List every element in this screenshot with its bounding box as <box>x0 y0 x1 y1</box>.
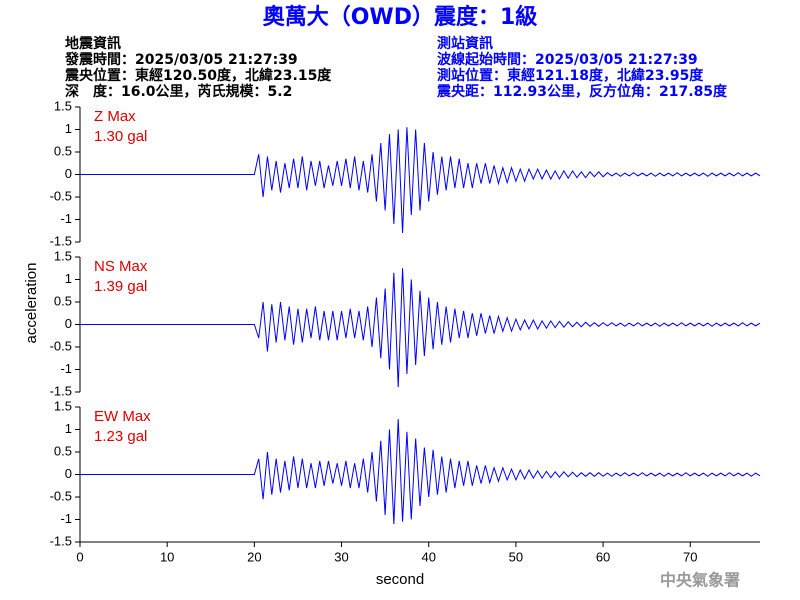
station-info: 測站資訊 波線起始時間：2025/03/05 21:27:39 測站位置：東經1… <box>436 35 728 100</box>
x-tick-label: 30 <box>334 549 348 564</box>
y-tick-label: -0.5 <box>50 488 72 503</box>
y-tick-label: 0.5 <box>54 443 72 458</box>
x-tick-label: 0 <box>76 549 83 564</box>
waveform <box>80 268 761 388</box>
info-line: 發震時間：2025/03/05 21:27:39 <box>64 51 298 68</box>
y-tick-label: -0.5 <box>50 338 72 353</box>
info-line: 波線起始時間：2025/03/05 21:27:39 <box>437 51 698 68</box>
info-line: 測站位置：東經121.18度，北緯23.95度 <box>437 67 704 84</box>
y-tick-label: 1.5 <box>54 398 72 413</box>
y-tick-label: 1 <box>65 271 72 286</box>
info-line: 測站資訊 <box>437 35 493 52</box>
x-axis-label: second <box>376 571 424 588</box>
footer-logo: 中央氣象署 <box>660 571 740 590</box>
y-tick-label: 0.5 <box>54 293 72 308</box>
y-tick-label: 0 <box>65 316 72 331</box>
x-tick-label: 20 <box>247 549 261 564</box>
y-axis-label: acceleration <box>23 263 40 344</box>
peak-label: 1.23 gal <box>94 428 147 445</box>
chart-title: 奧萬大（OWD）震度：1級 <box>263 4 538 30</box>
info-line: 地震資訊 <box>65 35 121 52</box>
y-tick-label: 1.5 <box>54 98 72 113</box>
info-line: 震央距：112.93公里，反方位角：217.85度 <box>436 83 728 100</box>
y-tick-label: 1.5 <box>54 248 72 263</box>
info-line: 深 度：16.0公里，芮氏規模：5.2 <box>65 83 292 100</box>
y-tick-label: -1 <box>60 511 72 526</box>
waveform <box>80 127 761 234</box>
y-tick-label: 0.5 <box>54 143 72 158</box>
x-tick-label: 10 <box>160 549 174 564</box>
y-tick-label: -0.5 <box>50 188 72 203</box>
x-tick-label: 70 <box>683 549 697 564</box>
component-label: Z Max <box>94 108 136 125</box>
peak-label: 1.39 gal <box>94 278 147 295</box>
y-tick-label: -1.5 <box>50 383 72 398</box>
y-tick-label: -1.5 <box>50 233 72 248</box>
component-label: EW Max <box>94 408 151 425</box>
waveform <box>80 419 761 525</box>
peak-label: 1.30 gal <box>94 128 147 145</box>
info-line: 震央位置：東經120.50度，北緯23.15度 <box>64 67 332 84</box>
y-tick-label: 1 <box>65 421 72 436</box>
event-info: 地震資訊 發震時間：2025/03/05 21:27:39 震央位置：東經120… <box>64 35 332 100</box>
y-tick-label: -1 <box>60 211 72 226</box>
x-tick-label: 60 <box>596 549 610 564</box>
y-tick-label: -1 <box>60 361 72 376</box>
x-tick-label: 50 <box>509 549 523 564</box>
y-tick-label: 1 <box>65 121 72 136</box>
y-tick-label: 0 <box>65 466 72 481</box>
y-tick-label: 0 <box>65 166 72 181</box>
y-tick-label: -1.5 <box>50 533 72 548</box>
x-tick-label: 40 <box>421 549 435 564</box>
component-label: NS Max <box>94 258 148 275</box>
